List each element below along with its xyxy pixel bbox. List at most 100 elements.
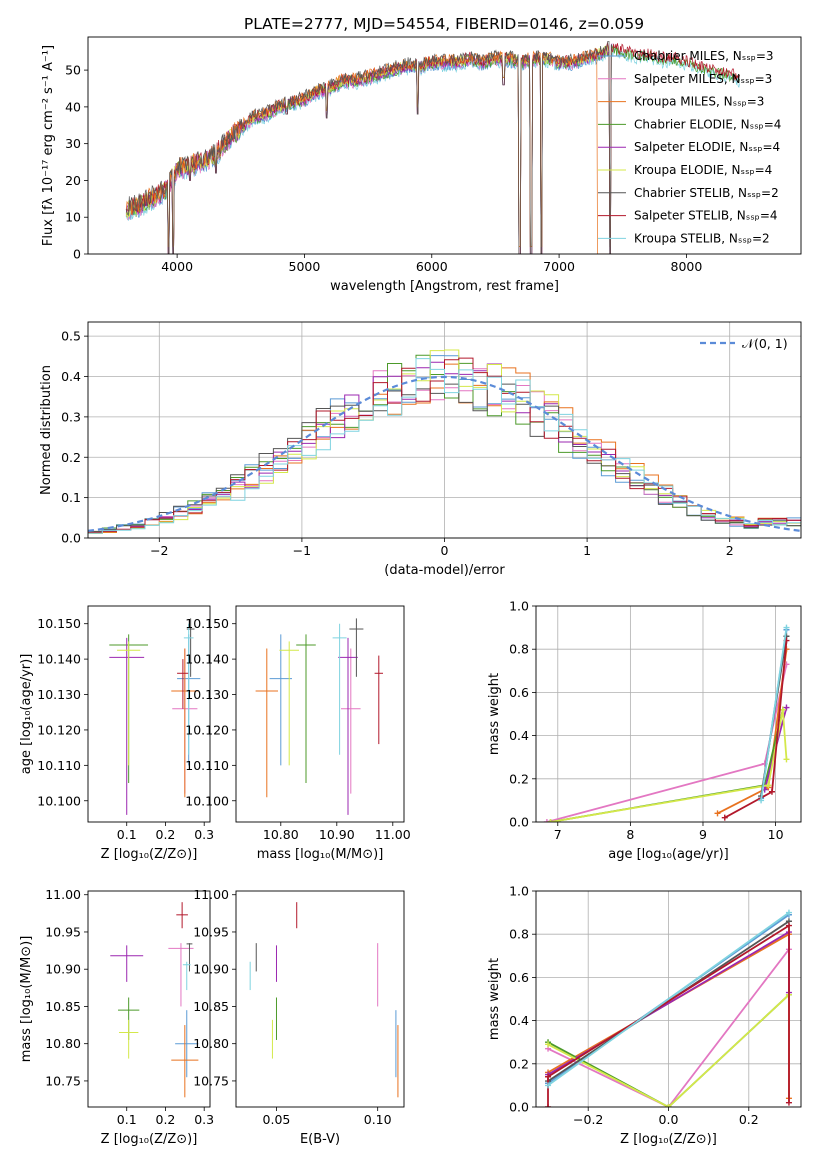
tick-label-y: 10.140 xyxy=(37,652,81,667)
tick-label-x: −2 xyxy=(150,543,168,558)
tick-label-y: 10.130 xyxy=(185,687,229,702)
tick-label-y: 0.3 xyxy=(61,409,81,424)
tick-label-y: 0.4 xyxy=(61,369,81,384)
legend-entry: Kroupa MILES, Nₛₛₚ=3 xyxy=(634,95,764,109)
errorbar-chabrier-miles xyxy=(175,1010,199,1078)
errorbar-salpeter-stelib xyxy=(374,655,383,745)
tick-label-y: 40 xyxy=(65,99,81,114)
y-axis-label: mass [log₁₀(M/M⊙)] xyxy=(19,936,34,1063)
tick-label-y: 10.90 xyxy=(193,962,229,977)
weight-series-salpeter-stelib xyxy=(721,637,790,821)
weight-marker xyxy=(765,782,772,789)
legend-entry: 𝒩(0, 1) xyxy=(742,336,788,351)
tick-label-y: 0 xyxy=(73,247,81,262)
tick-label-x: 0.05 xyxy=(263,1112,291,1127)
x-axis-label: Z [log₁₀(Z/Z⊙)] xyxy=(101,1132,198,1147)
tick-label-y: 10.100 xyxy=(185,793,229,808)
errorbar-salpeter-stelib xyxy=(176,902,188,929)
weight-marker xyxy=(543,819,550,822)
tick-label-x: −1 xyxy=(293,543,311,558)
plot-area xyxy=(109,618,201,815)
tick-label-y: 30 xyxy=(65,136,81,151)
x-axis-label: Z [log₁₀(Z/Z⊙)] xyxy=(101,847,198,862)
spectrum-line-chabrier-stelib xyxy=(125,41,613,254)
tick-label-y: 10.130 xyxy=(37,687,81,702)
tick-label-y: 50 xyxy=(65,63,81,78)
axes-frame xyxy=(87,605,211,823)
weight-marker xyxy=(545,1104,552,1107)
gaussian-curve xyxy=(88,375,801,532)
tick-label-y: 10.80 xyxy=(193,1036,229,1051)
x-axis-label: Z [log₁₀(Z/Z⊙)] xyxy=(620,1132,717,1147)
tick-label-x: 0.2 xyxy=(156,827,176,842)
x-axis-label: age [log₁₀(age/yr)] xyxy=(608,847,729,862)
tick-label-y: 1.0 xyxy=(509,884,529,899)
tick-label-y: 1.0 xyxy=(509,599,529,614)
weight-marker xyxy=(785,1099,792,1106)
histogram-chabrier-miles xyxy=(88,355,801,533)
panel-weight-vs-age: 7 8 9 10 0.0 0.2 0.4 0.6 0.8 1.0 age [log₁₀(age/yr… xyxy=(487,599,802,862)
histogram-kroupa-stelib xyxy=(88,358,801,534)
tick-label-x: 7 xyxy=(554,827,562,842)
panel-mass-vs-EBV: 0.05 0.10 10.75 10.80 10.85 10.90 10.95 11.00 E(… xyxy=(193,887,405,1147)
errorbar-kroupa-stelib xyxy=(332,623,347,755)
legend-entry: Salpeter ELODIE, Nₛₛₚ=4 xyxy=(634,140,780,154)
tick-label-x: 10.80 xyxy=(263,827,299,842)
tick-label-y: 0.6 xyxy=(509,685,529,700)
weight-marker xyxy=(783,704,790,711)
tick-label-x: 5000 xyxy=(289,259,321,274)
tick-label-x: 0.1 xyxy=(117,827,137,842)
tick-label-x: 0 xyxy=(441,543,449,558)
tick-label-x: 8000 xyxy=(671,259,703,274)
y-axis-label: mass weight xyxy=(487,958,502,1040)
tick-label-y: 10.120 xyxy=(37,722,81,737)
tick-label-y: 0.2 xyxy=(61,450,81,465)
errorbar-chabrier-stelib xyxy=(349,618,364,677)
tick-label-x: 10 xyxy=(768,827,784,842)
plot-area xyxy=(545,909,792,1107)
tick-label-y: 11.00 xyxy=(45,887,81,902)
legend-entry: Salpeter STELIB, Nₛₛₚ=4 xyxy=(634,209,778,223)
panel-age-vs-mass: 10.80 10.90 11.00 10.100 10.110 10.120 10.130 1… xyxy=(185,605,411,862)
axes-frame xyxy=(235,605,405,823)
weight-marker xyxy=(783,756,790,763)
errorbar-kroupa-stelib xyxy=(182,961,191,991)
x-axis-label: wavelength [Angstrom, rest frame] xyxy=(330,279,559,294)
legend-entry: Chabrier MILES, Nₛₛₚ=3 xyxy=(634,49,774,63)
tick-label-y: 0.4 xyxy=(509,728,529,743)
legend-entry: Chabrier STELIB, Nₛₛₚ=2 xyxy=(634,186,779,200)
tick-label-y: 10 xyxy=(65,210,81,225)
errorbar-kroupa-miles xyxy=(255,648,278,798)
errorbar-salpeter-elodie xyxy=(338,637,358,815)
tick-label-x: 0.3 xyxy=(194,1112,214,1127)
tick-label-y: 0.1 xyxy=(61,490,81,505)
weight-series-kroupa-stelib xyxy=(758,624,790,804)
tick-label-y: 10.80 xyxy=(45,1036,81,1051)
plot-area xyxy=(88,349,801,534)
tick-label-x: −0.2 xyxy=(573,1112,603,1127)
weight-line xyxy=(547,948,790,1107)
legend-entry: Kroupa ELODIE, Nₛₛₚ=4 xyxy=(634,163,772,177)
weight-line xyxy=(547,911,790,1087)
weight-series-chabrier-elodie xyxy=(547,706,786,822)
tick-label-y: 0.6 xyxy=(509,970,529,985)
y-axis-label: Normed distribution xyxy=(39,365,54,495)
tick-label-y: 10.95 xyxy=(45,924,81,939)
tick-label-y: 10.75 xyxy=(193,1073,229,1088)
weight-series-salpeter-stelib xyxy=(545,922,792,1107)
errorbar-salpeter-miles xyxy=(341,648,361,794)
weight-marker xyxy=(545,1041,552,1048)
weight-marker xyxy=(545,1082,552,1089)
tick-label-y: 0.0 xyxy=(61,531,81,546)
y-axis-label: mass weight xyxy=(487,673,502,755)
errorbar-salpeter-elodie xyxy=(110,945,144,982)
legend: Chabrier MILES, Nₛₛₚ=3 Salpeter MILES, Nₛ… xyxy=(598,49,781,245)
errorbar-chabrier-stelib xyxy=(186,618,195,677)
tick-label-y: 0.4 xyxy=(509,1013,529,1028)
tick-label-x: 10.90 xyxy=(319,827,355,842)
tick-label-y: 10.110 xyxy=(185,758,229,773)
errorbar-salpeter-stelib xyxy=(177,659,189,709)
tick-label-y: 10.85 xyxy=(193,999,229,1014)
errorbar-chabrier-stelib xyxy=(186,943,193,972)
weight-line xyxy=(760,627,788,801)
